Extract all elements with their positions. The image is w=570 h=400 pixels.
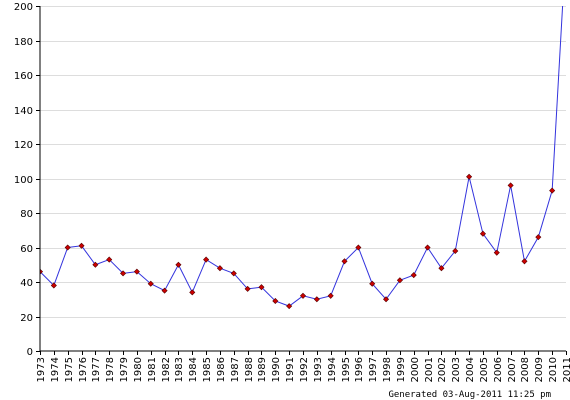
y-tick-label: 120 [14, 140, 33, 151]
x-tick-label: 1993 [313, 357, 324, 382]
x-tick-label: 1999 [396, 357, 407, 382]
data-point [438, 265, 445, 272]
data-point [479, 230, 486, 237]
data-point [383, 296, 390, 303]
data-point [299, 292, 307, 299]
x-tick-label: 1987 [230, 357, 241, 382]
y-tick-label: 0 [27, 347, 33, 358]
x-tick-label: 1973 [36, 357, 47, 382]
x-tick-label: 1978 [105, 357, 116, 382]
y-tick-label: 40 [20, 278, 33, 289]
x-tick-label: 2005 [479, 357, 490, 382]
data-point [493, 249, 500, 256]
data-point [189, 289, 196, 296]
x-tick-label: 1989 [257, 357, 268, 382]
y-tick-label: 200 [14, 2, 33, 13]
x-tick-label: 2003 [451, 357, 462, 382]
data-point [341, 258, 348, 265]
x-tick-label: 2006 [493, 357, 504, 382]
x-tick-label: 1995 [341, 357, 352, 382]
y-tick-label: 160 [14, 71, 33, 82]
data-point [106, 256, 113, 263]
x-tick-label: 1974 [50, 357, 61, 382]
x-tick-label: 1984 [188, 357, 199, 382]
data-point [244, 285, 251, 292]
x-tick-label: 1994 [327, 357, 338, 382]
data-point [466, 173, 473, 180]
x-axis-ticks: 1973 1974 1975 1976 1977 1978 1979 1980 1981 1982… [36, 351, 570, 382]
data-point [78, 242, 85, 249]
data-point [521, 258, 528, 265]
x-tick-label: 1982 [161, 357, 172, 382]
data-point [230, 270, 237, 277]
data-point [549, 187, 556, 194]
x-tick-label: 2002 [437, 357, 448, 382]
data-point [147, 280, 154, 287]
x-tick-label: 1988 [244, 357, 255, 382]
data-point [92, 261, 99, 268]
data-point [535, 234, 542, 241]
x-tick-label: 2007 [507, 357, 518, 382]
x-tick-label: 1975 [64, 357, 75, 382]
y-axis-ticks: 0 20 40 60 80 100 120 140 160 180 200 [14, 2, 40, 358]
data-point [507, 182, 514, 189]
x-tick-label: 1998 [382, 357, 393, 382]
x-tick-label: 2009 [534, 357, 545, 382]
data-point [286, 303, 293, 310]
y-tick-label: 20 [20, 313, 33, 324]
x-tick-label: 1976 [78, 357, 89, 382]
data-point [40, 268, 44, 275]
data-point [452, 247, 459, 254]
x-tick-label: 1981 [147, 357, 158, 382]
x-tick-label: 1985 [202, 357, 213, 382]
y-tick-label: 60 [20, 244, 33, 255]
x-tick-label: 1979 [119, 357, 130, 382]
x-tick-label: 2011 [562, 357, 570, 382]
data-point [272, 297, 279, 304]
data-point [258, 284, 265, 291]
x-tick-label: 1977 [91, 357, 102, 382]
data-point [175, 261, 182, 268]
x-tick-label: 1986 [216, 357, 227, 382]
x-tick-label: 2008 [520, 357, 531, 382]
x-tick-label: 2010 [548, 357, 559, 382]
x-tick-label: 2001 [424, 357, 435, 382]
data-point [424, 244, 431, 251]
y-tick-label: 100 [14, 175, 33, 186]
x-tick-label: 1983 [174, 357, 185, 382]
data-point [369, 280, 376, 287]
grid-lines [40, 6, 566, 318]
x-tick-label: 1992 [299, 357, 310, 382]
data-point [50, 282, 57, 289]
data-point [410, 272, 417, 279]
series-line [40, 6, 564, 307]
x-tick-label: 1980 [133, 357, 144, 382]
y-tick-label: 80 [20, 209, 33, 220]
y-tick-label: 180 [14, 37, 33, 48]
generated-timestamp: Generated 03-Aug-2011 11:25 pm [388, 390, 551, 400]
series-layer [40, 6, 564, 310]
data-point [161, 287, 168, 294]
data-point [133, 268, 140, 275]
y-tick-label: 140 [14, 106, 33, 117]
data-point [355, 244, 362, 251]
x-tick-label: 1996 [354, 357, 365, 382]
x-tick-label: 2004 [465, 357, 476, 382]
data-point [327, 292, 334, 299]
data-point [216, 265, 223, 272]
x-tick-label: 1990 [271, 357, 282, 382]
data-point [64, 244, 71, 251]
x-tick-label: 1991 [285, 357, 296, 382]
x-tick-label: 1997 [368, 357, 379, 382]
x-tick-label: 2000 [410, 357, 421, 382]
data-point [313, 296, 320, 303]
data-point [203, 256, 210, 263]
data-point [396, 277, 403, 284]
data-point [120, 270, 127, 277]
